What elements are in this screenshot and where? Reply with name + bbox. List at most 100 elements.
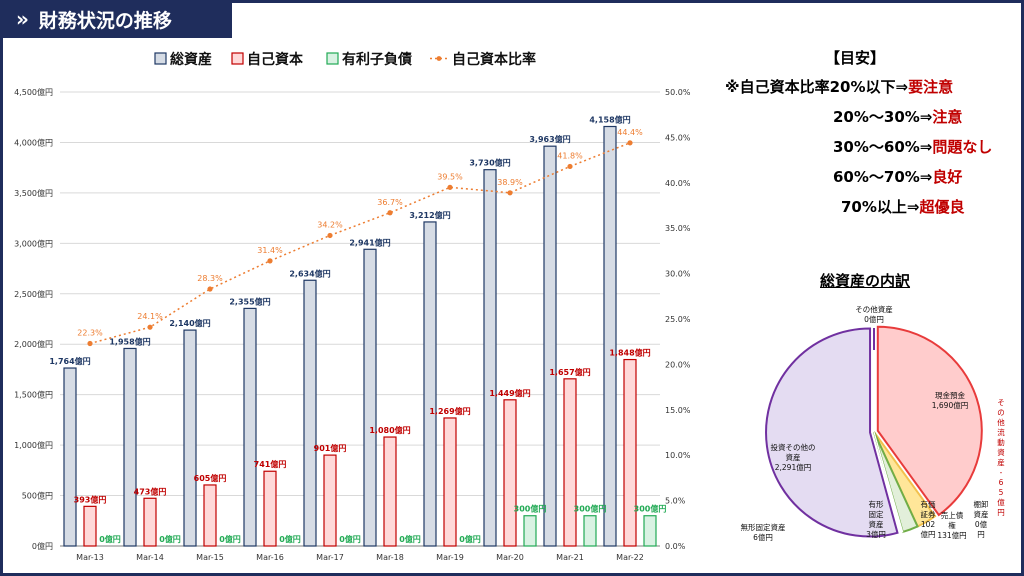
guide-row: 60%〜70%⇒良好 (833, 168, 963, 186)
x-tick-label: Mar-15 (196, 553, 224, 562)
bar-data-label: 300億円 (514, 504, 547, 514)
bar (123, 347, 137, 547)
bar (583, 515, 597, 547)
y2-tick-label: 30.0% (665, 270, 691, 279)
bar (263, 470, 277, 547)
pie-label-inventory: 棚卸 (974, 499, 989, 509)
x-tick-label: Mar-16 (256, 553, 284, 562)
ratio-line (89, 142, 631, 345)
bar-data-label: 3,212億円 (409, 210, 450, 220)
x-tick-label: Mar-13 (76, 553, 104, 562)
bar-data-label: 393億円 (74, 494, 107, 504)
bar-series: 1,764億円 1,958億円 2,140億円 2,355億円 2,634億円 2,941… (49, 115, 667, 547)
bar-data-label: 0億円 (459, 534, 481, 544)
pie-label-tangible: 有形 (869, 499, 884, 509)
pie-label-other-current: 他 (997, 417, 1005, 427)
bar-data-label: 3,963億円 (529, 134, 570, 144)
legend-label: 自己資本 (247, 51, 304, 68)
pie-label-other-current: 億 (997, 497, 1005, 507)
pie-label-investment: 2,291億円 (775, 462, 811, 472)
pie-label-investment: 投資その他の (771, 442, 816, 452)
bar-data-label: 0億円 (399, 534, 421, 544)
pie-label-intangible: 6億円 (753, 532, 773, 542)
guide-row: 20%〜30%⇒注意 (833, 108, 963, 126)
ratio-line-series: 22.3% 24.1% 28.3% 31.4% 34.2% 36.7% 39.5% 38.9%… (77, 128, 643, 347)
bar (603, 125, 617, 547)
pie-chart (765, 325, 983, 538)
ratio-data-label: 31.4% (257, 246, 283, 255)
bar (523, 515, 537, 547)
pie-labels: その他資産0億円現金預金1,690億円投資その他の資産2,291億円無形固定資産… (741, 304, 1006, 542)
pie-label-securities: 証券 (921, 509, 936, 519)
pie-slice (873, 431, 903, 533)
ratio-data-label: 44.4% (617, 128, 643, 137)
y2-tick-label: 5.0% (665, 497, 686, 506)
y-tick-label: 2,000億円 (14, 339, 53, 349)
y-axis-right: 0.0% 5.0% 10.0% 15.0% 20.0% 25.0% 30.0% 35.0% 40… (665, 88, 691, 551)
ratio-point (267, 258, 273, 264)
pie-title: 総資産の内訳 (820, 272, 911, 290)
pie-label-securities: 億円 (921, 529, 936, 539)
pie-label-other-current: の (997, 408, 1005, 417)
ratio-point (87, 340, 93, 347)
pie-label-other-assets: その他資産 (855, 304, 893, 314)
y2-tick-label: 40.0% (665, 179, 691, 188)
bar-data-label: 0億円 (279, 534, 301, 544)
pie-label-other-current: - (1000, 468, 1003, 477)
pie-label-other-current: 動 (997, 438, 1005, 447)
y-tick-label: 3,500億円 (14, 188, 53, 198)
guide-panel: 【目安】 ※自己資本比率20%以下⇒要注意 20%〜30%⇒注意 30%〜60%… (725, 47, 992, 226)
ratio-point (627, 140, 633, 146)
y2-tick-label: 20.0% (665, 360, 691, 369)
pie-label-other-current: 産 (997, 457, 1005, 467)
y-tick-label: 500億円 (22, 491, 53, 501)
legend-label: 総資産 (170, 51, 212, 68)
bar (203, 484, 217, 547)
x-tick-label: Mar-18 (376, 553, 404, 562)
bar-data-label: 1,764億円 (49, 356, 90, 366)
bar (83, 505, 97, 547)
title-bar: » 財務状況の推移 (0, 0, 232, 38)
ratio-point (207, 286, 213, 292)
pie-label-receivables: 131億円 (937, 530, 966, 540)
bar-data-label: 1,848億円 (609, 348, 650, 358)
bar-data-label: 1,269億円 (429, 406, 470, 416)
ratio-data-label: 22.3% (77, 329, 103, 338)
x-tick-label: Mar-20 (496, 553, 524, 562)
y2-tick-label: 45.0% (665, 133, 691, 142)
x-tick-label: Mar-19 (436, 553, 464, 562)
bar-data-label: 0億円 (99, 534, 121, 544)
bar (563, 378, 577, 547)
y2-tick-label: 15.0% (665, 406, 691, 415)
pie-label-cash: 現金預金 (935, 390, 965, 400)
pie-label-other-current: そ (997, 398, 1005, 407)
chart-grid (60, 91, 660, 547)
bar-data-label: 741億円 (254, 459, 287, 469)
ratio-data-label: 34.2% (317, 220, 343, 229)
bar (363, 248, 377, 547)
bar-data-label: 4,158億円 (589, 115, 630, 125)
ratio-point (387, 210, 393, 216)
chart-legend: 総資産 自己資本 有利子負債 自己資本比率 (154, 51, 536, 68)
bar (383, 436, 397, 547)
bar-data-label: 3,730億円 (469, 158, 510, 168)
pie-label-receivables: 売上債 (941, 510, 964, 520)
y-tick-label: 1,500億円 (14, 390, 53, 400)
bar (643, 515, 657, 547)
y-tick-label: 4,000億円 (14, 137, 53, 147)
ratio-data-label: 28.3% (197, 274, 223, 283)
page-title: 財務状況の推移 (38, 9, 172, 32)
y-tick-label: 3,000億円 (14, 238, 53, 248)
bar-data-label: 300億円 (634, 504, 667, 514)
pie-label-securities: 有価 (921, 499, 936, 509)
ratio-point (567, 163, 573, 170)
legend-swatch-point (436, 56, 442, 61)
ratio-point (447, 184, 453, 190)
guide-row: 70%以上⇒超優良 (841, 198, 965, 216)
y2-tick-label: 50.0% (665, 88, 691, 97)
bar-data-label: 1,958億円 (109, 336, 150, 346)
pie-label-other-current: 資 (997, 447, 1005, 457)
guide-heading: 【目安】 (824, 49, 885, 67)
bar (503, 399, 517, 547)
